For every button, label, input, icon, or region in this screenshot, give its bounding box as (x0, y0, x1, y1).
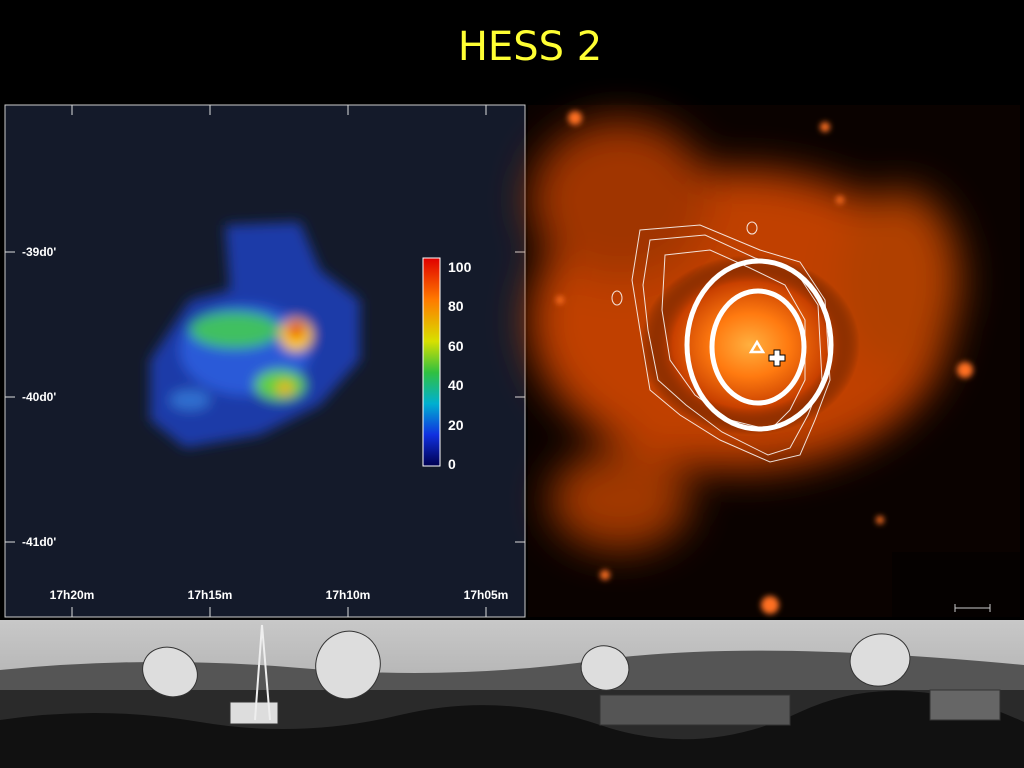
colorbar-label: 20 (448, 417, 464, 433)
colorbar-label: 60 (448, 338, 464, 354)
outer-ring (684, 258, 834, 432)
inner-ring (709, 288, 807, 406)
slide-title: HESS 2 (458, 24, 602, 70)
colorbar-label: 40 (448, 377, 464, 393)
emission-blob (150, 222, 360, 448)
telescope-photo (0, 620, 1024, 768)
xray-image (528, 105, 1020, 617)
x-label: 17h05m (464, 588, 509, 602)
colorbar-label: 100 (448, 259, 472, 275)
cross-marker (768, 349, 786, 367)
x-label: 17h15m (188, 588, 233, 602)
colorbar-label: 80 (448, 298, 464, 314)
colorbar-label: 0 (448, 456, 456, 472)
triangle-marker (748, 339, 766, 354)
y-label: -40d0' (22, 390, 56, 404)
x-label: 17h20m (50, 588, 95, 602)
scale-bar (954, 604, 991, 612)
x-label: 17h10m (326, 588, 371, 602)
y-label: -39d0' (22, 245, 56, 259)
y-label: -41d0' (22, 535, 56, 549)
colorbar (422, 257, 441, 467)
map-ticks (5, 105, 525, 617)
sky-map: -39d0' -40d0' -41d0' 17h20m 17h15m 17h10… (4, 104, 526, 618)
